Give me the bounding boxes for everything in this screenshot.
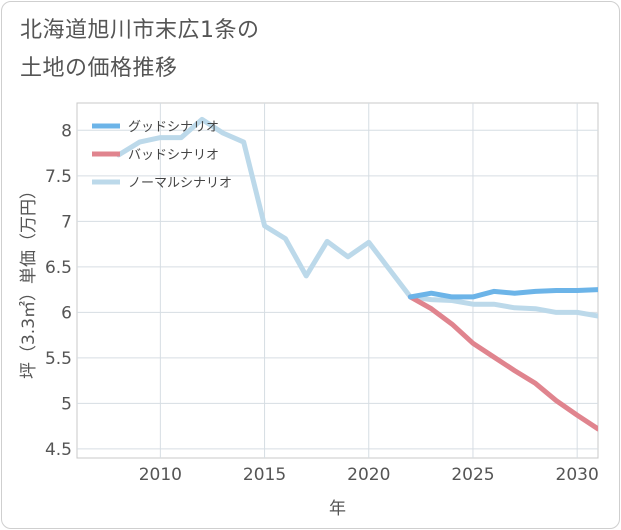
y-tick-label: 8 xyxy=(61,121,72,141)
y-tick-label: 6.5 xyxy=(45,258,72,278)
x-tick-label: 2025 xyxy=(451,465,494,485)
y-tick-label: 6 xyxy=(61,303,72,323)
x-tick-label: 2030 xyxy=(556,465,599,485)
chart-title-line-2: 土地の価格推移 xyxy=(20,56,178,81)
y-tick-label: 4.5 xyxy=(45,440,72,460)
chart-title-line-1: 北海道旭川市末広1条の xyxy=(20,18,260,43)
series-line-0 xyxy=(407,287,598,300)
x-axis-title: 年 xyxy=(329,499,346,519)
y-tick-label: 5.5 xyxy=(45,349,72,369)
series-lines xyxy=(116,116,598,432)
y-tick-label: 5 xyxy=(61,394,72,414)
x-axis-ticks: 2010 2015 2020 2025 2030 xyxy=(139,465,599,485)
x-tick-label: 2015 xyxy=(243,465,286,485)
series-line-2 xyxy=(116,116,598,319)
y-axis-ticks: 4.5 5 5.5 6 6.5 7 7.5 8 xyxy=(45,121,72,460)
legend-label-1: バッドシナリオ xyxy=(128,148,219,163)
grid-lines xyxy=(76,102,599,459)
y-axis-title: 坪（3.3㎡）単価（万円） xyxy=(19,182,39,379)
y-tick-label: 7.5 xyxy=(45,167,72,187)
plot-area-border xyxy=(76,102,599,459)
x-tick-label: 2020 xyxy=(347,465,390,485)
legend-label-2: ノーマルシナリオ xyxy=(128,176,232,191)
chart-title: 北海道旭川市末広1条の 土地の価格推移 xyxy=(20,12,260,88)
series-line-1 xyxy=(407,294,598,432)
legend-label-0: グッドシナリオ xyxy=(128,120,219,135)
y-tick-label: 7 xyxy=(61,212,72,232)
x-tick-label: 2010 xyxy=(139,465,182,485)
